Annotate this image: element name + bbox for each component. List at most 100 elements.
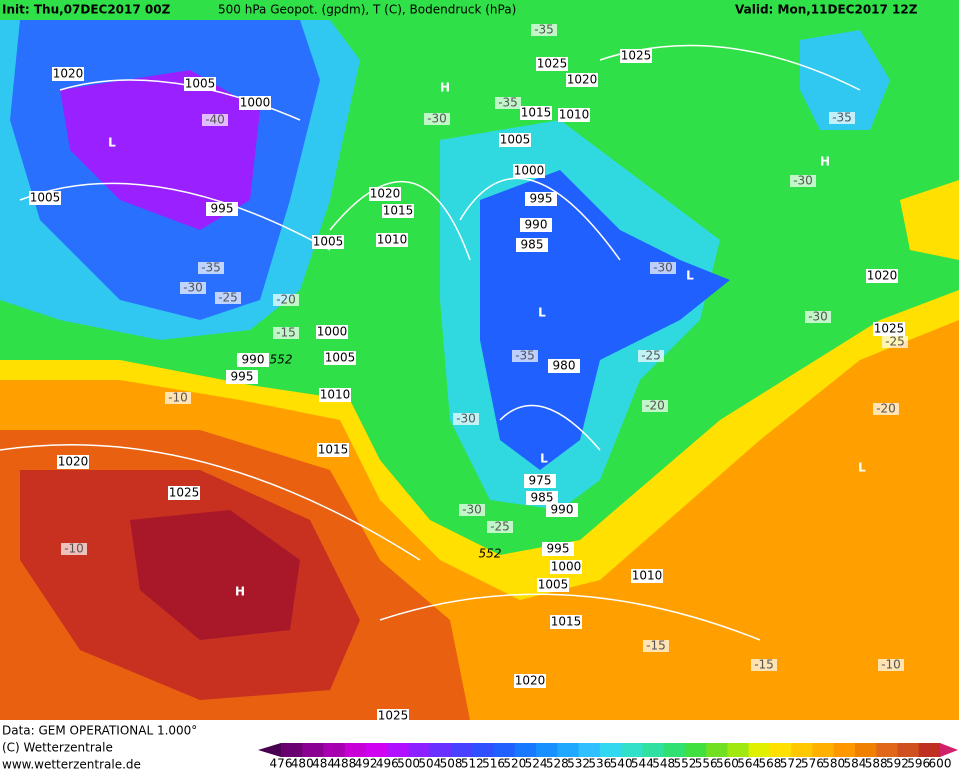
pressure-label: 1010: [559, 108, 590, 122]
colorbar-label: 508: [440, 757, 463, 771]
label-box: [495, 97, 521, 109]
colorbar-swatch: [536, 743, 558, 757]
label-box: [537, 578, 569, 592]
colorbar-swatch: [769, 743, 792, 757]
temperature-label: -35: [515, 349, 535, 363]
colorbar-swatch: [897, 743, 920, 757]
temperature-label: -15: [276, 326, 296, 340]
map-title: 500 hPa Geopot. (gpdm), T (C), Bodendruc…: [218, 3, 516, 17]
colorbar-label: 500: [397, 757, 420, 771]
colorbar-end: [258, 743, 281, 757]
temperature-label: -30: [462, 503, 482, 517]
label-box: [61, 543, 87, 555]
cold-pocket: [800, 30, 890, 130]
label-box: [165, 392, 191, 404]
pressure-center: L: [538, 306, 546, 320]
temperature-label: -20: [876, 402, 896, 416]
pressure-label: 1015: [521, 106, 552, 120]
ridge-core: [130, 510, 300, 640]
temperature-label: -30: [427, 112, 447, 126]
colorbar-label: 540: [610, 757, 633, 771]
label-box: [620, 49, 652, 63]
pressure-label: 995: [530, 192, 553, 206]
colorbar-label: 512: [461, 757, 484, 771]
colorbar-swatch: [812, 743, 835, 757]
colorbar-swatch: [684, 743, 707, 757]
colorbar-swatch: [387, 743, 410, 757]
colorbar-swatch: [791, 743, 813, 757]
pressure-label: 1005: [500, 133, 531, 147]
temperature-label: -25: [885, 335, 905, 349]
label-box: [377, 709, 409, 723]
label-box: [878, 659, 904, 671]
pressure-label: 1000: [551, 560, 582, 574]
temperature-label: -15: [754, 658, 774, 672]
colorbar-label: 488: [333, 757, 356, 771]
pressure-label: 995: [211, 202, 234, 216]
pressure-center: H: [440, 81, 450, 95]
label-box: [424, 113, 450, 125]
temperature-label: -30: [808, 310, 828, 324]
label-box: [453, 413, 479, 425]
label-box: [520, 218, 552, 232]
colorbar-swatch: [876, 743, 898, 757]
label-box: [542, 542, 574, 556]
label-box: [57, 455, 89, 469]
colorbar-label: 596: [907, 757, 930, 771]
label-box: [790, 175, 816, 187]
label-box: [829, 112, 855, 124]
label-box: [237, 353, 269, 367]
colorbar-swatch: [472, 743, 495, 757]
copyright: (C) Wetterzentrale: [2, 741, 113, 755]
temperature-label: -35: [201, 261, 221, 275]
temperature-label: -35: [832, 111, 852, 125]
isobar: [459, 177, 621, 261]
colorbar-swatch: [706, 743, 728, 757]
colorbar-label: 576: [801, 757, 824, 771]
pressure-label: 1025: [169, 486, 200, 500]
temperature-label: -20: [276, 293, 296, 307]
valid-time: Valid: Mon,11DEC2017 12Z: [735, 3, 918, 17]
pressure-label: 1025: [874, 322, 905, 336]
colorbar-swatch: [451, 743, 473, 757]
label-box: [487, 521, 513, 533]
pressure-label: 1015: [551, 615, 582, 629]
label-box: [866, 269, 898, 283]
pressure-label: 1025: [378, 709, 409, 723]
pressure-label: 990: [551, 503, 574, 517]
pressure-label: 1005: [538, 578, 569, 592]
pressure-center: L: [858, 461, 866, 475]
label-box: [805, 311, 831, 323]
label-box: [536, 57, 568, 71]
label-box: [312, 235, 344, 249]
colorbar-label: 560: [716, 757, 739, 771]
height-label: 552: [270, 353, 293, 367]
label-box: [168, 486, 200, 500]
colorbar-label: 480: [291, 757, 314, 771]
pressure-label: 1010: [320, 388, 351, 402]
colorbar-swatch: [429, 743, 452, 757]
label-box: [514, 674, 546, 688]
colorbar-label: 524: [525, 757, 548, 771]
colorbar-swatch: [621, 743, 643, 757]
isobar: [329, 180, 471, 261]
pressure-label: 1025: [621, 49, 652, 63]
colorbar-label: 564: [737, 757, 760, 771]
pressure-label: 990: [242, 353, 265, 367]
label-box: [873, 322, 905, 336]
pressure-label: 995: [547, 542, 570, 556]
colorbar-swatch: [557, 743, 580, 757]
colorbar-label: 496: [376, 757, 399, 771]
label-box: [558, 108, 590, 122]
colorbar-swatch: [599, 743, 622, 757]
pressure-label: 1020: [370, 187, 401, 201]
label-box: [319, 388, 351, 402]
colorbar-label: 580: [822, 757, 845, 771]
pressure-label: 1015: [318, 443, 349, 457]
temperature-label: -20: [645, 399, 665, 413]
label-box: [524, 474, 556, 488]
colorbar-swatch: [323, 743, 346, 757]
label-box: [459, 504, 485, 516]
temperature-label: -10: [881, 658, 901, 672]
